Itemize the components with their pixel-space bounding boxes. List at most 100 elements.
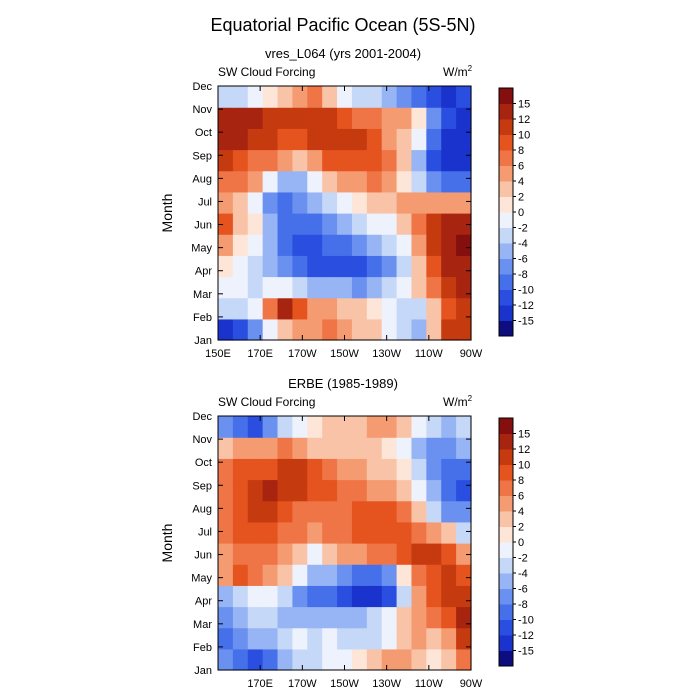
heatmap-cell xyxy=(396,213,413,235)
colorbar-swatch xyxy=(499,573,513,589)
heatmap-cell xyxy=(307,648,323,671)
heatmap-cell xyxy=(381,648,398,671)
y-tick-label: Apr xyxy=(195,266,212,278)
heatmap-cell xyxy=(441,191,457,214)
heatmap-cell xyxy=(411,170,427,193)
heatmap-cell xyxy=(351,86,368,108)
heatmap-cell xyxy=(366,255,383,278)
heatmap-cell xyxy=(232,86,249,108)
heatmap-cell xyxy=(218,521,234,544)
heatmap-cell xyxy=(232,521,249,544)
heatmap-cell xyxy=(426,170,442,193)
heatmap-cell xyxy=(351,543,368,565)
heatmap-cell xyxy=(247,606,264,629)
heatmap-cell xyxy=(366,107,383,129)
heatmap-cell xyxy=(441,107,457,129)
heatmap-cell xyxy=(337,149,353,172)
heatmap-cell xyxy=(262,213,279,235)
heatmap-cell xyxy=(218,627,234,650)
heatmap-cell xyxy=(337,128,353,151)
heatmap-cell xyxy=(307,255,323,278)
heatmap-cell xyxy=(411,107,427,129)
heatmap-cell xyxy=(277,255,294,278)
heatmap-cell xyxy=(381,86,398,108)
heatmap-cell xyxy=(441,648,457,671)
x-tick-label: 150E xyxy=(205,348,231,360)
heatmap-cell xyxy=(411,648,427,671)
colorbar-label: 10 xyxy=(518,460,530,472)
heatmap-cell xyxy=(396,606,413,629)
y-tick-label: Sep xyxy=(192,480,212,492)
heatmap-cell xyxy=(337,318,353,341)
panel-model-units-exponent: 2 xyxy=(468,64,473,73)
heatmap-cell xyxy=(307,234,323,256)
y-tick-label: Sep xyxy=(192,150,212,162)
heatmap-cell xyxy=(381,213,398,235)
heatmap-cell xyxy=(232,585,249,608)
heatmap-cell xyxy=(218,500,234,523)
heatmap-cell xyxy=(366,585,383,608)
heatmap-cell xyxy=(411,585,427,608)
heatmap-cell xyxy=(426,500,442,523)
heatmap-cell xyxy=(426,213,442,235)
heatmap-cell xyxy=(366,86,383,108)
colorbar-swatch xyxy=(499,196,513,213)
heatmap-cell xyxy=(456,128,472,151)
heatmap-cell xyxy=(292,458,308,481)
heatmap-cell xyxy=(366,191,383,214)
heatmap-cell xyxy=(426,318,442,341)
heatmap-cell xyxy=(277,606,294,629)
heatmap-cell xyxy=(441,479,457,502)
colorbar-swatch xyxy=(499,289,513,306)
heatmap-cell xyxy=(262,479,279,502)
colorbar-swatch xyxy=(499,119,513,135)
heatmap-cell xyxy=(247,234,264,256)
heatmap-cell xyxy=(456,648,472,671)
heatmap-cell xyxy=(351,276,368,299)
heatmap-cell xyxy=(337,107,353,129)
heatmap-cell xyxy=(381,170,398,193)
heatmap-cell xyxy=(351,107,368,129)
y-tick-label: Aug xyxy=(192,503,212,515)
heatmap-cell xyxy=(337,458,353,481)
colorbar-swatch xyxy=(499,165,513,182)
colorbar-label: 8 xyxy=(518,475,524,487)
heatmap-cell xyxy=(262,149,279,172)
colorbar-label: 6 xyxy=(518,161,524,173)
heatmap-cell xyxy=(247,585,264,608)
heatmap-cell xyxy=(247,86,264,108)
panel-model-x-axis: 150E 170E 170W 150W 130W 110W 90W xyxy=(205,86,483,360)
x-tick-label: 110W xyxy=(415,348,444,360)
heatmap-cell xyxy=(456,276,472,299)
heatmap-cell xyxy=(232,479,249,502)
colorbar-label: -8 xyxy=(518,599,528,611)
heatmap-cell xyxy=(456,458,472,481)
heatmap-cell xyxy=(322,564,338,586)
heatmap-cell xyxy=(456,213,472,235)
heatmap-cell xyxy=(456,318,472,341)
heatmap-cell xyxy=(262,234,279,256)
colorbar-swatch xyxy=(499,557,513,574)
heatmap-cell xyxy=(411,213,427,235)
heatmap-cell xyxy=(337,564,353,586)
colorbar-swatch xyxy=(499,305,513,321)
heatmap-cell xyxy=(351,479,368,502)
heatmap-cell xyxy=(366,648,383,671)
heatmap-cell xyxy=(396,318,413,341)
heatmap-cell xyxy=(381,255,398,278)
heatmap-cell xyxy=(262,191,279,214)
colorbar-swatch xyxy=(499,258,513,275)
heatmap-cell xyxy=(351,255,368,278)
heatmap-cell xyxy=(366,213,383,235)
heatmap-cell xyxy=(381,276,398,299)
heatmap-cell xyxy=(322,627,338,650)
panel-model-variable-label: SW Cloud Forcing xyxy=(218,65,315,79)
colorbar-swatch xyxy=(499,88,513,104)
heatmap-cell xyxy=(426,86,442,108)
heatmap-cell xyxy=(218,191,234,214)
x-tick-label: 130W xyxy=(372,348,401,360)
colorbar-label: -12 xyxy=(518,300,534,312)
heatmap-cell xyxy=(351,627,368,650)
heatmap-cell xyxy=(232,543,249,565)
heatmap-cell xyxy=(381,521,398,544)
